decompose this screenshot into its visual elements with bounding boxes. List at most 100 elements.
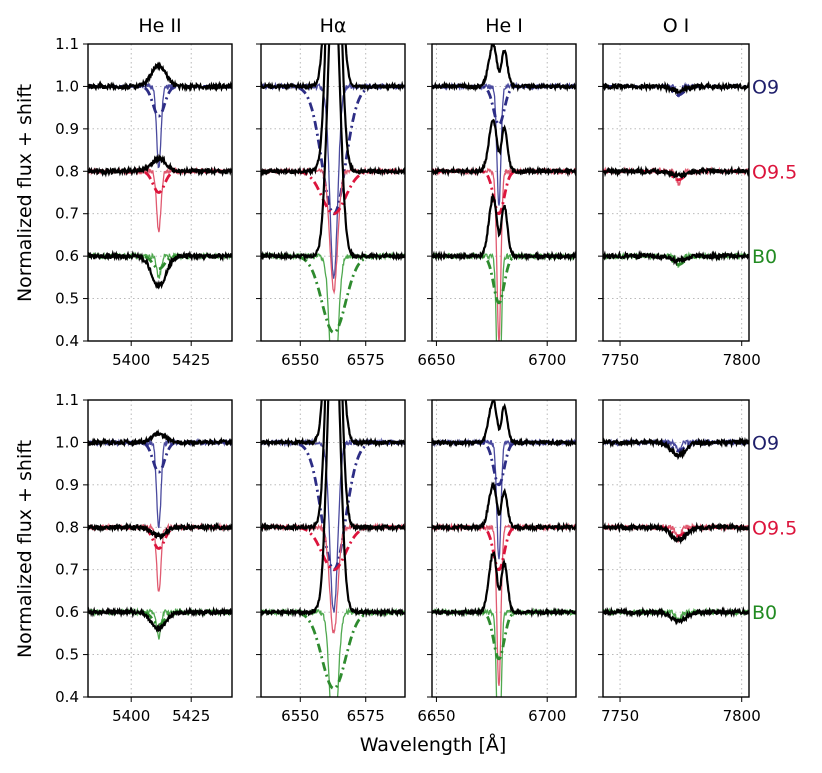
panel-series-group (432, 44, 576, 341)
x-tick-label: 6550 (281, 351, 319, 369)
y-tick-label: 0.8 (55, 518, 79, 536)
panel-frame (431, 399, 577, 698)
series-model-O9.5 (261, 169, 405, 216)
x-tick-label: 7750 (601, 707, 639, 725)
x-tick-label: 7800 (723, 707, 761, 725)
x-tick-label: 6700 (528, 351, 566, 369)
series-observed-O9 (261, 81, 405, 279)
y-tick-label: 0.4 (55, 688, 79, 706)
series-spectrum-O9 (261, 44, 405, 93)
series-spectrum-B0 (261, 44, 405, 262)
x-tick-label: 5425 (172, 707, 210, 725)
panel-frame (431, 43, 577, 342)
y-axis-label-bottom: Normalized flux + shift (14, 440, 36, 658)
x-tick-label: 7800 (723, 351, 761, 369)
series-spectrum-O9.5 (261, 400, 405, 534)
panel-series-group (261, 44, 405, 341)
x-tick-label: 5400 (112, 351, 150, 369)
panel-1-0: 0.4 0.5 0.6 0.7 0.8 0.9 1.0 1.1 5400 5425 (55, 391, 233, 725)
x-tick-label: 5400 (112, 707, 150, 725)
series-spectrum-O9 (88, 61, 232, 93)
series-observed-O9.5 (88, 166, 232, 233)
panel-frame (260, 399, 406, 698)
series-observed-O9 (432, 81, 576, 206)
series-spectrum-O9 (261, 400, 405, 449)
panel-series-group (261, 400, 405, 697)
series-spectrum-B0 (603, 249, 749, 267)
y-tick-label: 1.0 (55, 433, 79, 451)
series-spectrum-B0 (603, 606, 749, 626)
spectral-type-label: B0 (752, 602, 777, 624)
panel-frame (87, 43, 233, 342)
panel-series-group (88, 428, 232, 640)
series-model-O9 (261, 441, 405, 572)
series-spectrum-B0 (432, 551, 576, 618)
series-spectrum-O9.5 (261, 44, 405, 177)
spectral-type-label: O9 (752, 76, 779, 98)
x-tick-label: 6575 (347, 707, 385, 725)
column-title-0: He II (138, 15, 181, 37)
series-spectrum-O9 (88, 428, 232, 449)
panel-0-1: 6550 6575 Hα (256, 15, 406, 369)
column-title-2: He I (485, 15, 523, 37)
x-axis-label: Wavelength [Å] (360, 733, 507, 756)
y-tick-label: 0.5 (55, 290, 79, 308)
series-observed-O9.5 (261, 522, 405, 635)
series-observed-O9 (88, 437, 232, 529)
y-tick-label: 0.5 (55, 646, 79, 664)
y-axis-label-top: Normalized flux + shift (14, 84, 36, 302)
panel-frame (602, 43, 750, 342)
series-spectrum-B0 (88, 606, 232, 633)
column-title-1: Hα (320, 15, 347, 37)
series-spectrum-O9.5 (432, 118, 576, 178)
panel-frame (87, 399, 233, 698)
x-tick-label: 6650 (417, 351, 455, 369)
panel-1-1: 6550 6575 (256, 399, 406, 725)
series-spectrum-O9 (432, 44, 576, 93)
series-spectrum-O9.5 (603, 521, 749, 545)
y-tick-label: 1.1 (55, 391, 79, 409)
series-spectrum-O9.5 (88, 521, 232, 541)
series-model-O9 (88, 441, 232, 474)
series-model-O9 (261, 85, 405, 216)
series-model-B0 (261, 254, 405, 334)
y-tick-label: 0.7 (55, 205, 79, 223)
series-spectrum-O9 (603, 80, 749, 96)
y-tick-label: 0.9 (55, 120, 79, 138)
panel-0-2: 6650 6700 He I (417, 15, 577, 369)
y-tick-label: 0.9 (55, 476, 79, 494)
spectral-type-label: O9.5 (752, 517, 797, 539)
panel-1-3: 7750 7800 O9 O9.5 B0 (598, 399, 797, 725)
y-tick-label: 1.0 (55, 77, 79, 95)
x-tick-label: 6550 (281, 707, 319, 725)
panel-series-group (603, 80, 749, 268)
x-tick-label: 6650 (417, 707, 455, 725)
panel-series-group (88, 61, 232, 290)
series-spectrum-B0 (261, 400, 405, 618)
series-spectrum-O9.5 (432, 481, 576, 534)
series-spectrum-B0 (88, 249, 232, 290)
panel-1-2: 6650 6700 (417, 399, 577, 725)
panel-frame (260, 43, 406, 342)
spectral-type-label: O9 (752, 432, 779, 454)
panel-frame (602, 399, 750, 698)
spectral-type-label: O9.5 (752, 161, 797, 183)
y-tick-label: 1.1 (55, 35, 79, 53)
panel-0-3: 7750 7800 O I O9 O9.5 B0 (598, 15, 797, 369)
y-tick-label: 0.6 (55, 603, 79, 621)
column-title-3: O I (663, 15, 690, 37)
panel-0-0: 0.4 0.5 0.6 0.7 0.8 0.9 1.0 1.1 5400 5425 He II (55, 15, 233, 369)
panel-series-group (603, 436, 749, 626)
series-spectrum-B0 (432, 192, 576, 263)
series-model-B0 (261, 610, 405, 690)
series-model-O9.5 (261, 525, 405, 572)
x-tick-label: 5425 (172, 351, 210, 369)
x-tick-label: 6700 (528, 707, 566, 725)
series-spectrum-O9.5 (603, 165, 749, 179)
panel-series-group (432, 400, 576, 697)
series-spectrum-O9.5 (88, 153, 232, 178)
y-tick-label: 0.6 (55, 247, 79, 265)
series-observed-O9 (88, 82, 232, 169)
y-tick-label: 0.4 (55, 332, 79, 350)
